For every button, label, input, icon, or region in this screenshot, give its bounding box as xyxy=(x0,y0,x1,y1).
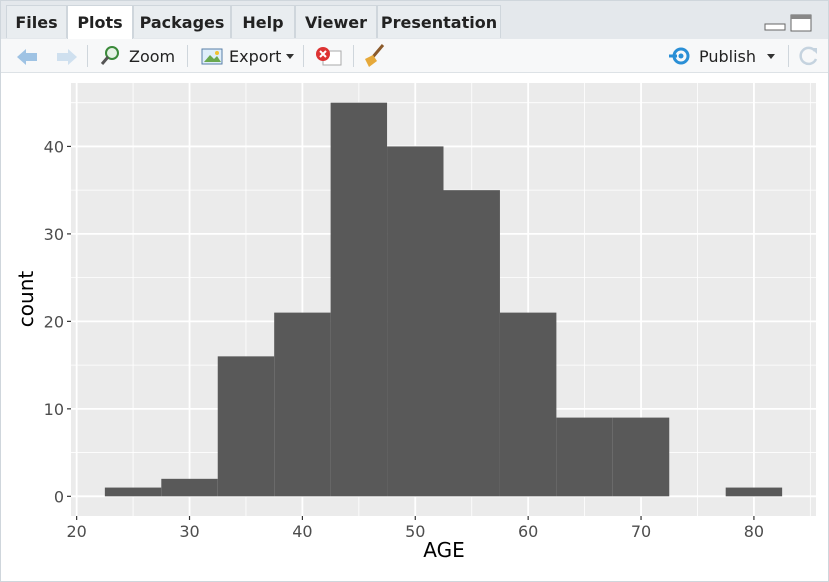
publish-icon[interactable] xyxy=(668,46,694,66)
toolbar: Zoom Export Publish xyxy=(1,39,828,73)
separator xyxy=(87,45,88,67)
bar xyxy=(161,478,218,497)
back-arrow[interactable] xyxy=(17,49,37,65)
window-controls[interactable] xyxy=(763,13,815,35)
x-axis-title: AGE xyxy=(423,538,464,562)
y-axis-title: count xyxy=(14,271,38,328)
separator xyxy=(353,45,354,67)
plot: AGE count 20 30 40 50 60 70 80 0 10 20 30 40 xyxy=(14,83,816,562)
y-tick-label: 0 xyxy=(54,487,64,506)
tab[interactable]: Presentation xyxy=(377,5,501,38)
dropdown-caret[interactable] xyxy=(766,53,776,61)
zoom-icon[interactable] xyxy=(99,45,121,67)
y-tick-label: 10 xyxy=(44,400,64,419)
x-tick-label: 70 xyxy=(631,522,651,541)
tab-bar: Files Plots Packages Help Viewer Present… xyxy=(1,1,828,40)
tab[interactable]: Viewer xyxy=(295,5,377,38)
bar xyxy=(556,417,613,497)
separator xyxy=(788,45,789,67)
minimize[interactable] xyxy=(764,23,786,31)
clear-all[interactable] xyxy=(361,43,387,69)
tab[interactable]: Files xyxy=(6,5,67,38)
remove-plot[interactable] xyxy=(313,45,343,67)
x-tick-label: 60 xyxy=(518,522,538,541)
dropdown-caret[interactable] xyxy=(285,53,295,61)
forward-arrow[interactable] xyxy=(57,49,77,65)
x-tick-label: 30 xyxy=(179,522,199,541)
separator xyxy=(187,45,188,67)
tab[interactable]: Plots xyxy=(67,5,133,40)
maximize-bar xyxy=(791,15,811,19)
bar xyxy=(104,487,162,497)
zoom-button[interactable]: Zoom xyxy=(129,47,176,66)
y-tick-label: 30 xyxy=(44,225,64,244)
bar xyxy=(274,312,331,497)
bar xyxy=(612,417,670,497)
bar xyxy=(217,356,275,497)
y-tick-label: 40 xyxy=(44,137,64,156)
refresh[interactable] xyxy=(797,45,821,67)
y-tick-label: 20 xyxy=(44,312,64,331)
tab[interactable]: Help xyxy=(231,5,295,38)
bar xyxy=(330,102,388,497)
bar xyxy=(387,146,444,497)
separator xyxy=(303,45,304,67)
x-tick-label: 40 xyxy=(292,522,312,541)
bar xyxy=(725,487,783,497)
tab[interactable]: Packages xyxy=(133,5,231,38)
nav-arrows[interactable] xyxy=(15,47,81,67)
x-tick-label: 80 xyxy=(744,522,764,541)
x-tick-label: 50 xyxy=(405,522,425,541)
publish-button[interactable]: Publish xyxy=(699,47,757,66)
bar xyxy=(443,190,500,497)
export-button[interactable]: Export xyxy=(229,47,282,66)
x-tick-label: 20 xyxy=(66,522,86,541)
export-icon[interactable] xyxy=(198,46,224,66)
bar xyxy=(499,312,557,497)
